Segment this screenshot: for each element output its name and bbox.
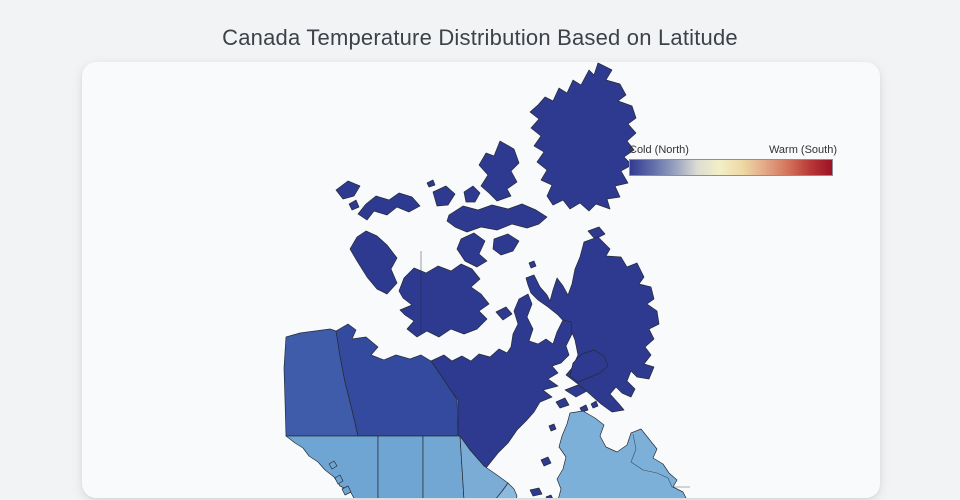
region-northwest-territories [335, 323, 459, 437]
map-card: Cold (North) Warm (South) [82, 62, 880, 498]
island-melville [357, 192, 421, 221]
island-prince-patrick [335, 180, 361, 200]
region-saskatchewan [422, 435, 465, 498]
island-eglinton [348, 199, 360, 211]
island-bc-coastal-1 [328, 460, 338, 470]
island-ellesmere [529, 62, 637, 212]
island-axel-heiberg [478, 140, 520, 202]
island-southampton [569, 349, 609, 383]
island-salisbury [590, 400, 599, 409]
border-quebec-labrador [630, 433, 690, 488]
island-charlton [545, 494, 553, 498]
island-bylot [587, 226, 606, 240]
island-devon [446, 203, 548, 233]
island-victoria [398, 263, 490, 338]
island-bathurst [432, 185, 456, 207]
colorbar-legend: Cold (North) Warm (South) [629, 144, 839, 176]
island-ottawa-islands [548, 423, 557, 432]
region-alberta [377, 435, 424, 498]
island-coats [564, 384, 588, 398]
island-banks [349, 230, 398, 295]
colorbar-gradient [629, 159, 833, 176]
page-title: Canada Temperature Distribution Based on… [222, 25, 738, 50]
island-akimiski [529, 487, 543, 497]
island-prince-of-wales [456, 232, 488, 268]
island-belcher [540, 456, 552, 467]
island-nottingham [579, 404, 589, 413]
region-ontario [496, 482, 518, 498]
legend-label-warm: Warm (South) [768, 144, 837, 156]
island-bc-coastal-3 [341, 485, 352, 496]
island-helena [426, 179, 436, 188]
island-gulf-of-boothia-islet [528, 260, 537, 269]
island-somerset [492, 233, 520, 256]
canada-choropleth-map [283, 62, 690, 498]
island-mansel [555, 397, 570, 409]
island-king-william [495, 306, 513, 321]
legend-label-cold: Cold (North) [629, 144, 689, 156]
island-bc-coastal-2 [334, 474, 344, 485]
island-cornwallis [463, 185, 481, 203]
island-baffin [525, 236, 660, 413]
region-quebec-labrador [556, 410, 687, 498]
